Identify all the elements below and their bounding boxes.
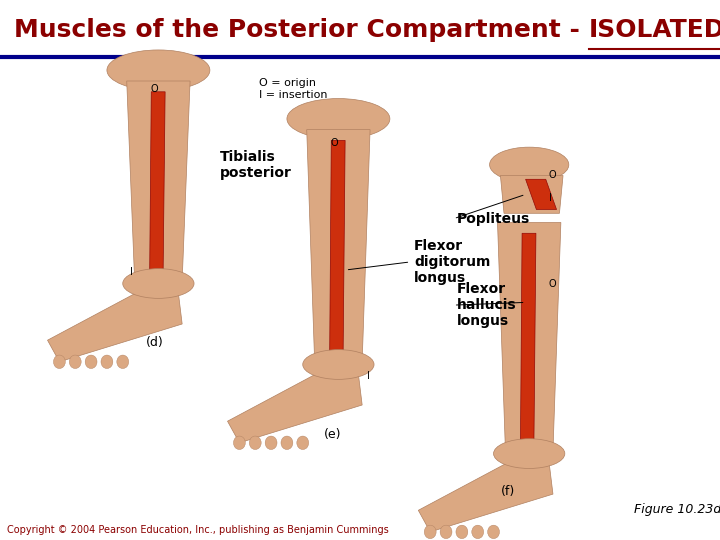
Ellipse shape bbox=[302, 350, 374, 379]
Text: O: O bbox=[331, 138, 338, 148]
Text: O: O bbox=[151, 84, 158, 94]
Ellipse shape bbox=[265, 436, 277, 449]
Ellipse shape bbox=[122, 268, 194, 298]
Polygon shape bbox=[307, 130, 370, 362]
Text: (e): (e) bbox=[324, 428, 341, 441]
Ellipse shape bbox=[487, 525, 500, 539]
Text: (f): (f) bbox=[500, 485, 515, 498]
Polygon shape bbox=[521, 233, 536, 440]
Polygon shape bbox=[150, 92, 165, 270]
Ellipse shape bbox=[287, 98, 390, 139]
Ellipse shape bbox=[249, 436, 261, 449]
Text: O: O bbox=[549, 170, 557, 180]
Ellipse shape bbox=[456, 525, 468, 539]
Polygon shape bbox=[526, 179, 557, 210]
Ellipse shape bbox=[101, 355, 113, 368]
Text: Flexor
hallucis
longus: Flexor hallucis longus bbox=[457, 282, 517, 328]
Ellipse shape bbox=[53, 355, 66, 368]
Text: I: I bbox=[130, 267, 132, 278]
Text: I: I bbox=[549, 193, 552, 203]
Text: O = origin
I = insertion: O = origin I = insertion bbox=[259, 78, 328, 100]
Polygon shape bbox=[48, 292, 182, 362]
Ellipse shape bbox=[440, 525, 452, 539]
Text: Popliteus: Popliteus bbox=[457, 212, 531, 226]
Text: Muscles of the Posterior Compartment -: Muscles of the Posterior Compartment - bbox=[14, 18, 589, 42]
Text: Figure 10.23d-f: Figure 10.23d-f bbox=[634, 503, 720, 516]
Polygon shape bbox=[228, 373, 362, 443]
Ellipse shape bbox=[107, 50, 210, 90]
Ellipse shape bbox=[233, 436, 246, 449]
Polygon shape bbox=[500, 176, 563, 213]
Ellipse shape bbox=[281, 436, 293, 449]
Text: O: O bbox=[549, 279, 557, 289]
Polygon shape bbox=[127, 81, 190, 281]
Text: I: I bbox=[367, 371, 370, 381]
Polygon shape bbox=[498, 222, 561, 451]
Text: Copyright © 2004 Pearson Education, Inc., publishing as Benjamin Cummings: Copyright © 2004 Pearson Education, Inc.… bbox=[7, 524, 389, 535]
Ellipse shape bbox=[85, 355, 97, 368]
Polygon shape bbox=[418, 462, 553, 532]
Ellipse shape bbox=[472, 525, 484, 539]
Text: Flexor
digitorum
longus: Flexor digitorum longus bbox=[414, 239, 490, 285]
Ellipse shape bbox=[117, 355, 129, 368]
Ellipse shape bbox=[424, 525, 436, 539]
Text: (d): (d) bbox=[146, 336, 163, 349]
Ellipse shape bbox=[494, 438, 565, 468]
Ellipse shape bbox=[297, 436, 309, 449]
Ellipse shape bbox=[490, 147, 569, 183]
Polygon shape bbox=[330, 140, 345, 351]
Ellipse shape bbox=[69, 355, 81, 368]
Text: Tibialis
posterior: Tibialis posterior bbox=[220, 150, 292, 180]
Text: ISOLATED: ISOLATED bbox=[589, 18, 720, 42]
